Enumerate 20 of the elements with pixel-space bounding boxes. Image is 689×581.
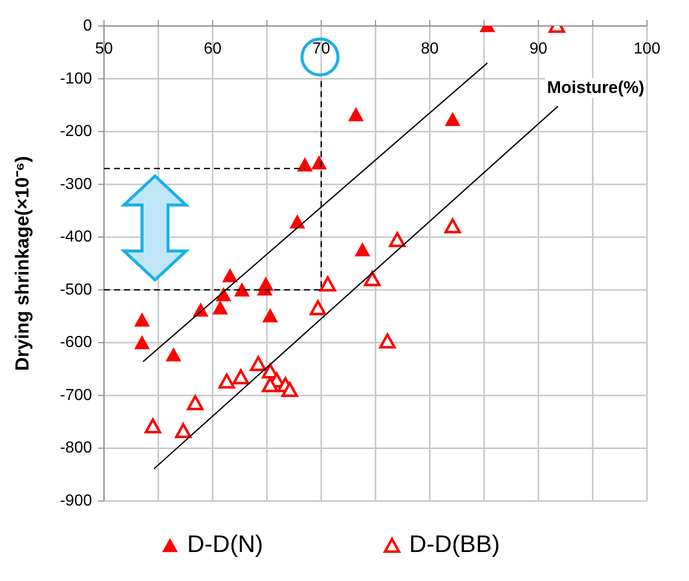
y-tick-label: -300	[60, 176, 92, 193]
y-tick-label: -900	[60, 492, 92, 510]
x-tick-label: 50	[95, 40, 113, 58]
x-tick-label: 80	[420, 40, 439, 58]
y-tick-label: -100	[60, 70, 92, 88]
y-tick-label: 0	[83, 18, 92, 35]
y-tick-label: -800	[60, 440, 92, 457]
y-tick-label: -400	[60, 228, 92, 246]
y-tick-label: -200	[60, 123, 92, 140]
y-tick-label: -500	[60, 281, 92, 298]
y-axis-title: Drying shrinkage(×10⁻⁶)	[12, 156, 34, 371]
x-tick-label: 60	[204, 40, 222, 58]
x-axis-title: Moisture(%)	[545, 78, 646, 98]
x-tick-label: 70	[312, 40, 330, 58]
legend-label: D-D(BB)	[409, 531, 500, 559]
x-tick-label: 100	[634, 40, 660, 58]
y-tick-label: -600	[60, 334, 92, 352]
x-tick-label: 90	[530, 40, 548, 58]
y-tick-label: -700	[60, 386, 92, 404]
legend-label: D-D(N)	[187, 531, 264, 559]
